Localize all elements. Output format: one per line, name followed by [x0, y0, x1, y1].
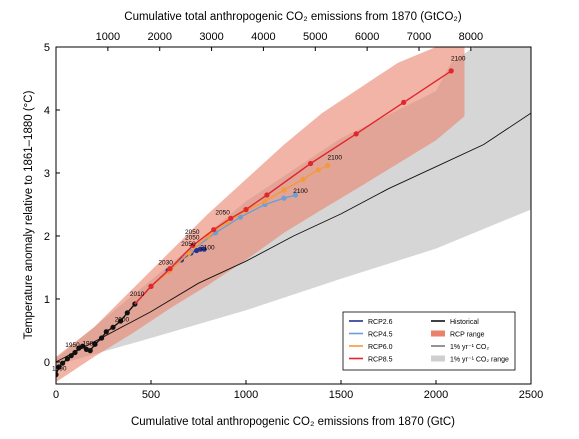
top-tick-label: 2000: [147, 31, 171, 43]
legend-label-rcp2-6: RCP2.6: [368, 319, 393, 326]
data-point-historical: [124, 310, 130, 316]
x-tick-label: 2000: [424, 389, 448, 401]
top-tick-label: 5000: [303, 31, 327, 43]
data-point-rcp8-5: [401, 99, 407, 105]
axes-layer: 0 500 1000 1500 2000 2500 0 1 2 3 4 5 1000 2000 3000 40…: [44, 31, 543, 401]
year-label-rcp8-5: 2100: [451, 56, 466, 63]
top-tick-label: 1000: [96, 31, 120, 43]
y-tick-label: 0: [44, 357, 50, 369]
legend-label-rcp8-5: RCP8.5: [368, 357, 393, 364]
x-tick-label: 1500: [329, 389, 353, 401]
data-point-rcp6-0: [300, 176, 306, 182]
top-tick-label: 8000: [459, 31, 483, 43]
year-label-historical: 1980: [82, 340, 97, 347]
data-point-rcp8-5: [228, 215, 234, 221]
data-point-rcp6-0: [186, 250, 192, 256]
data-point-historical: [87, 348, 93, 354]
data-point-rcp8-5: [211, 227, 217, 233]
x-axis-title: Cumulative total anthropogenic CO₂ emiss…: [131, 416, 455, 428]
legend-swatch-rcp-range: [431, 330, 445, 337]
data-point-rcp2-6: [201, 246, 207, 252]
year-label-historical: 1950: [65, 342, 80, 349]
legend-label-1-yr-co: 1% yr⁻¹ CO₂: [450, 344, 489, 351]
year-label-rcp2-6: 2050: [181, 241, 196, 248]
plot-frame: [55, 46, 532, 385]
data-point-historical: [103, 329, 109, 335]
x-tick-label: 500: [142, 389, 160, 401]
data-point-historical: [56, 372, 59, 378]
y-tick-label: 1: [44, 294, 50, 306]
year-label-rcp8-5: 2050: [215, 209, 230, 216]
year-label-rcp2-6: 2100: [200, 245, 215, 252]
year-label-rcp2-6: 2030: [158, 260, 173, 267]
x-tick-label: 2500: [519, 389, 543, 401]
data-point-historical: [64, 356, 70, 362]
year-label-rcp4-5: 2050: [185, 235, 200, 242]
series-line-rcp6-0: [134, 164, 328, 305]
top-tick-label: 6000: [355, 31, 379, 43]
legend-label-historical: Historical: [450, 319, 479, 326]
data-point-historical: [110, 324, 116, 330]
data-point-historical: [56, 364, 62, 370]
year-label-historical: 1890: [52, 366, 67, 373]
y-tick-label: 3: [44, 168, 50, 180]
data-point-rcp8-5: [148, 283, 154, 289]
top-tick-label: 7000: [407, 31, 431, 43]
year-label-rcp4-5: 2100: [293, 188, 308, 195]
band-rcp-range: [56, 47, 465, 383]
data-point-rcp8-5: [190, 242, 196, 248]
year-label-rcp6-0: 2050: [185, 229, 200, 236]
x-tick-label: 1000: [234, 389, 258, 401]
year-label-historical: 2000: [115, 316, 130, 323]
legend-label-1-yr-co-range: 1% yr⁻¹ CO₂ range: [450, 357, 509, 364]
data-point-rcp8-5: [353, 131, 359, 137]
y-axis-title: Temperature anomaly relative to 1861–188…: [23, 90, 35, 339]
data-point-rcp8-5: [167, 266, 173, 272]
data-point-historical: [60, 360, 66, 366]
data-point-historical: [92, 341, 98, 347]
data-point-rcp8-5: [308, 160, 314, 167]
data-point-rcp8-5: [243, 206, 249, 213]
bands-layer: [56, 47, 531, 383]
legend-label-rcp6-0: RCP6.0: [368, 344, 393, 351]
top-tick-label: 4000: [251, 31, 275, 43]
legend-label-rcp4-5: RCP4.5: [368, 332, 393, 339]
legend-swatch-1-yr-co-range: [431, 355, 445, 362]
x-tick-label: 0: [53, 389, 59, 401]
data-point-rcp4-5: [237, 214, 243, 220]
legend-box: [342, 311, 516, 371]
top-tick-label: 3000: [199, 31, 223, 43]
top-axis-title: Cumulative total anthropogenic CO₂ emiss…: [124, 11, 462, 23]
data-point-rcp2-6: [197, 246, 203, 252]
series-line-1-yr-co: [56, 112, 531, 363]
data-point-rcp6-0: [315, 167, 321, 173]
data-point-rcp4-5: [292, 192, 298, 198]
data-point-rcp6-0: [325, 162, 331, 168]
data-point-historical: [118, 318, 124, 324]
year-label-rcp6-0: 2100: [328, 155, 343, 162]
data-point-rcp6-0: [262, 198, 268, 204]
y-tick-label: 2: [44, 231, 50, 243]
y-tick-label: 5: [44, 42, 50, 54]
series-layer: [56, 68, 531, 378]
data-point-rcp4-5: [281, 195, 287, 201]
legend-label-rcp-range: RCP range: [450, 332, 485, 339]
legend: RCP2.6 RCP4.5 RCP6.0 RCP8.5 Historical RCP ra…: [342, 311, 516, 371]
data-point-rcp8-5: [264, 192, 270, 198]
year-label-historical: 2010: [130, 291, 145, 298]
y-tick-label: 4: [44, 105, 50, 117]
data-point-rcp6-0: [281, 187, 287, 193]
data-point-rcp8-5: [448, 68, 454, 74]
series-line-rcp8-5: [134, 70, 452, 305]
